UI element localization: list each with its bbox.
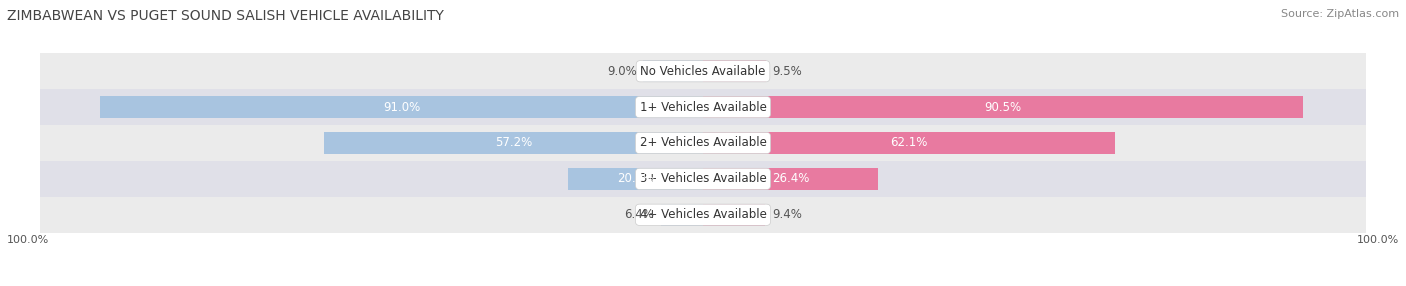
- Text: 100.0%: 100.0%: [7, 235, 49, 245]
- Text: 1+ Vehicles Available: 1+ Vehicles Available: [640, 101, 766, 114]
- Text: 90.5%: 90.5%: [984, 101, 1022, 114]
- Bar: [41, 89, 1365, 125]
- Bar: [703, 204, 765, 226]
- Text: 3+ Vehicles Available: 3+ Vehicles Available: [640, 172, 766, 185]
- Text: 20.3%: 20.3%: [617, 172, 654, 185]
- Bar: [703, 168, 877, 190]
- Bar: [568, 168, 703, 190]
- Text: Source: ZipAtlas.com: Source: ZipAtlas.com: [1281, 9, 1399, 19]
- Bar: [323, 132, 703, 154]
- Bar: [703, 132, 1115, 154]
- Text: 57.2%: 57.2%: [495, 136, 531, 150]
- Text: 4+ Vehicles Available: 4+ Vehicles Available: [640, 208, 766, 221]
- Text: 9.4%: 9.4%: [772, 208, 801, 221]
- Bar: [41, 53, 1365, 89]
- Text: 9.5%: 9.5%: [773, 65, 803, 78]
- Text: 6.4%: 6.4%: [624, 208, 654, 221]
- Text: 9.0%: 9.0%: [607, 65, 637, 78]
- Text: 62.1%: 62.1%: [890, 136, 928, 150]
- Text: 26.4%: 26.4%: [772, 172, 810, 185]
- Text: No Vehicles Available: No Vehicles Available: [640, 65, 766, 78]
- Text: 2+ Vehicles Available: 2+ Vehicles Available: [640, 136, 766, 150]
- Text: 100.0%: 100.0%: [1357, 235, 1399, 245]
- Bar: [661, 204, 703, 226]
- Bar: [644, 60, 703, 82]
- Bar: [41, 161, 1365, 197]
- Bar: [703, 60, 766, 82]
- Bar: [41, 125, 1365, 161]
- Text: ZIMBABWEAN VS PUGET SOUND SALISH VEHICLE AVAILABILITY: ZIMBABWEAN VS PUGET SOUND SALISH VEHICLE…: [7, 9, 444, 23]
- Legend: Zimbabwean, Puget Sound Salish: Zimbabwean, Puget Sound Salish: [567, 282, 839, 286]
- Bar: [41, 197, 1365, 233]
- Text: 91.0%: 91.0%: [382, 101, 420, 114]
- Bar: [100, 96, 703, 118]
- Bar: [703, 96, 1303, 118]
